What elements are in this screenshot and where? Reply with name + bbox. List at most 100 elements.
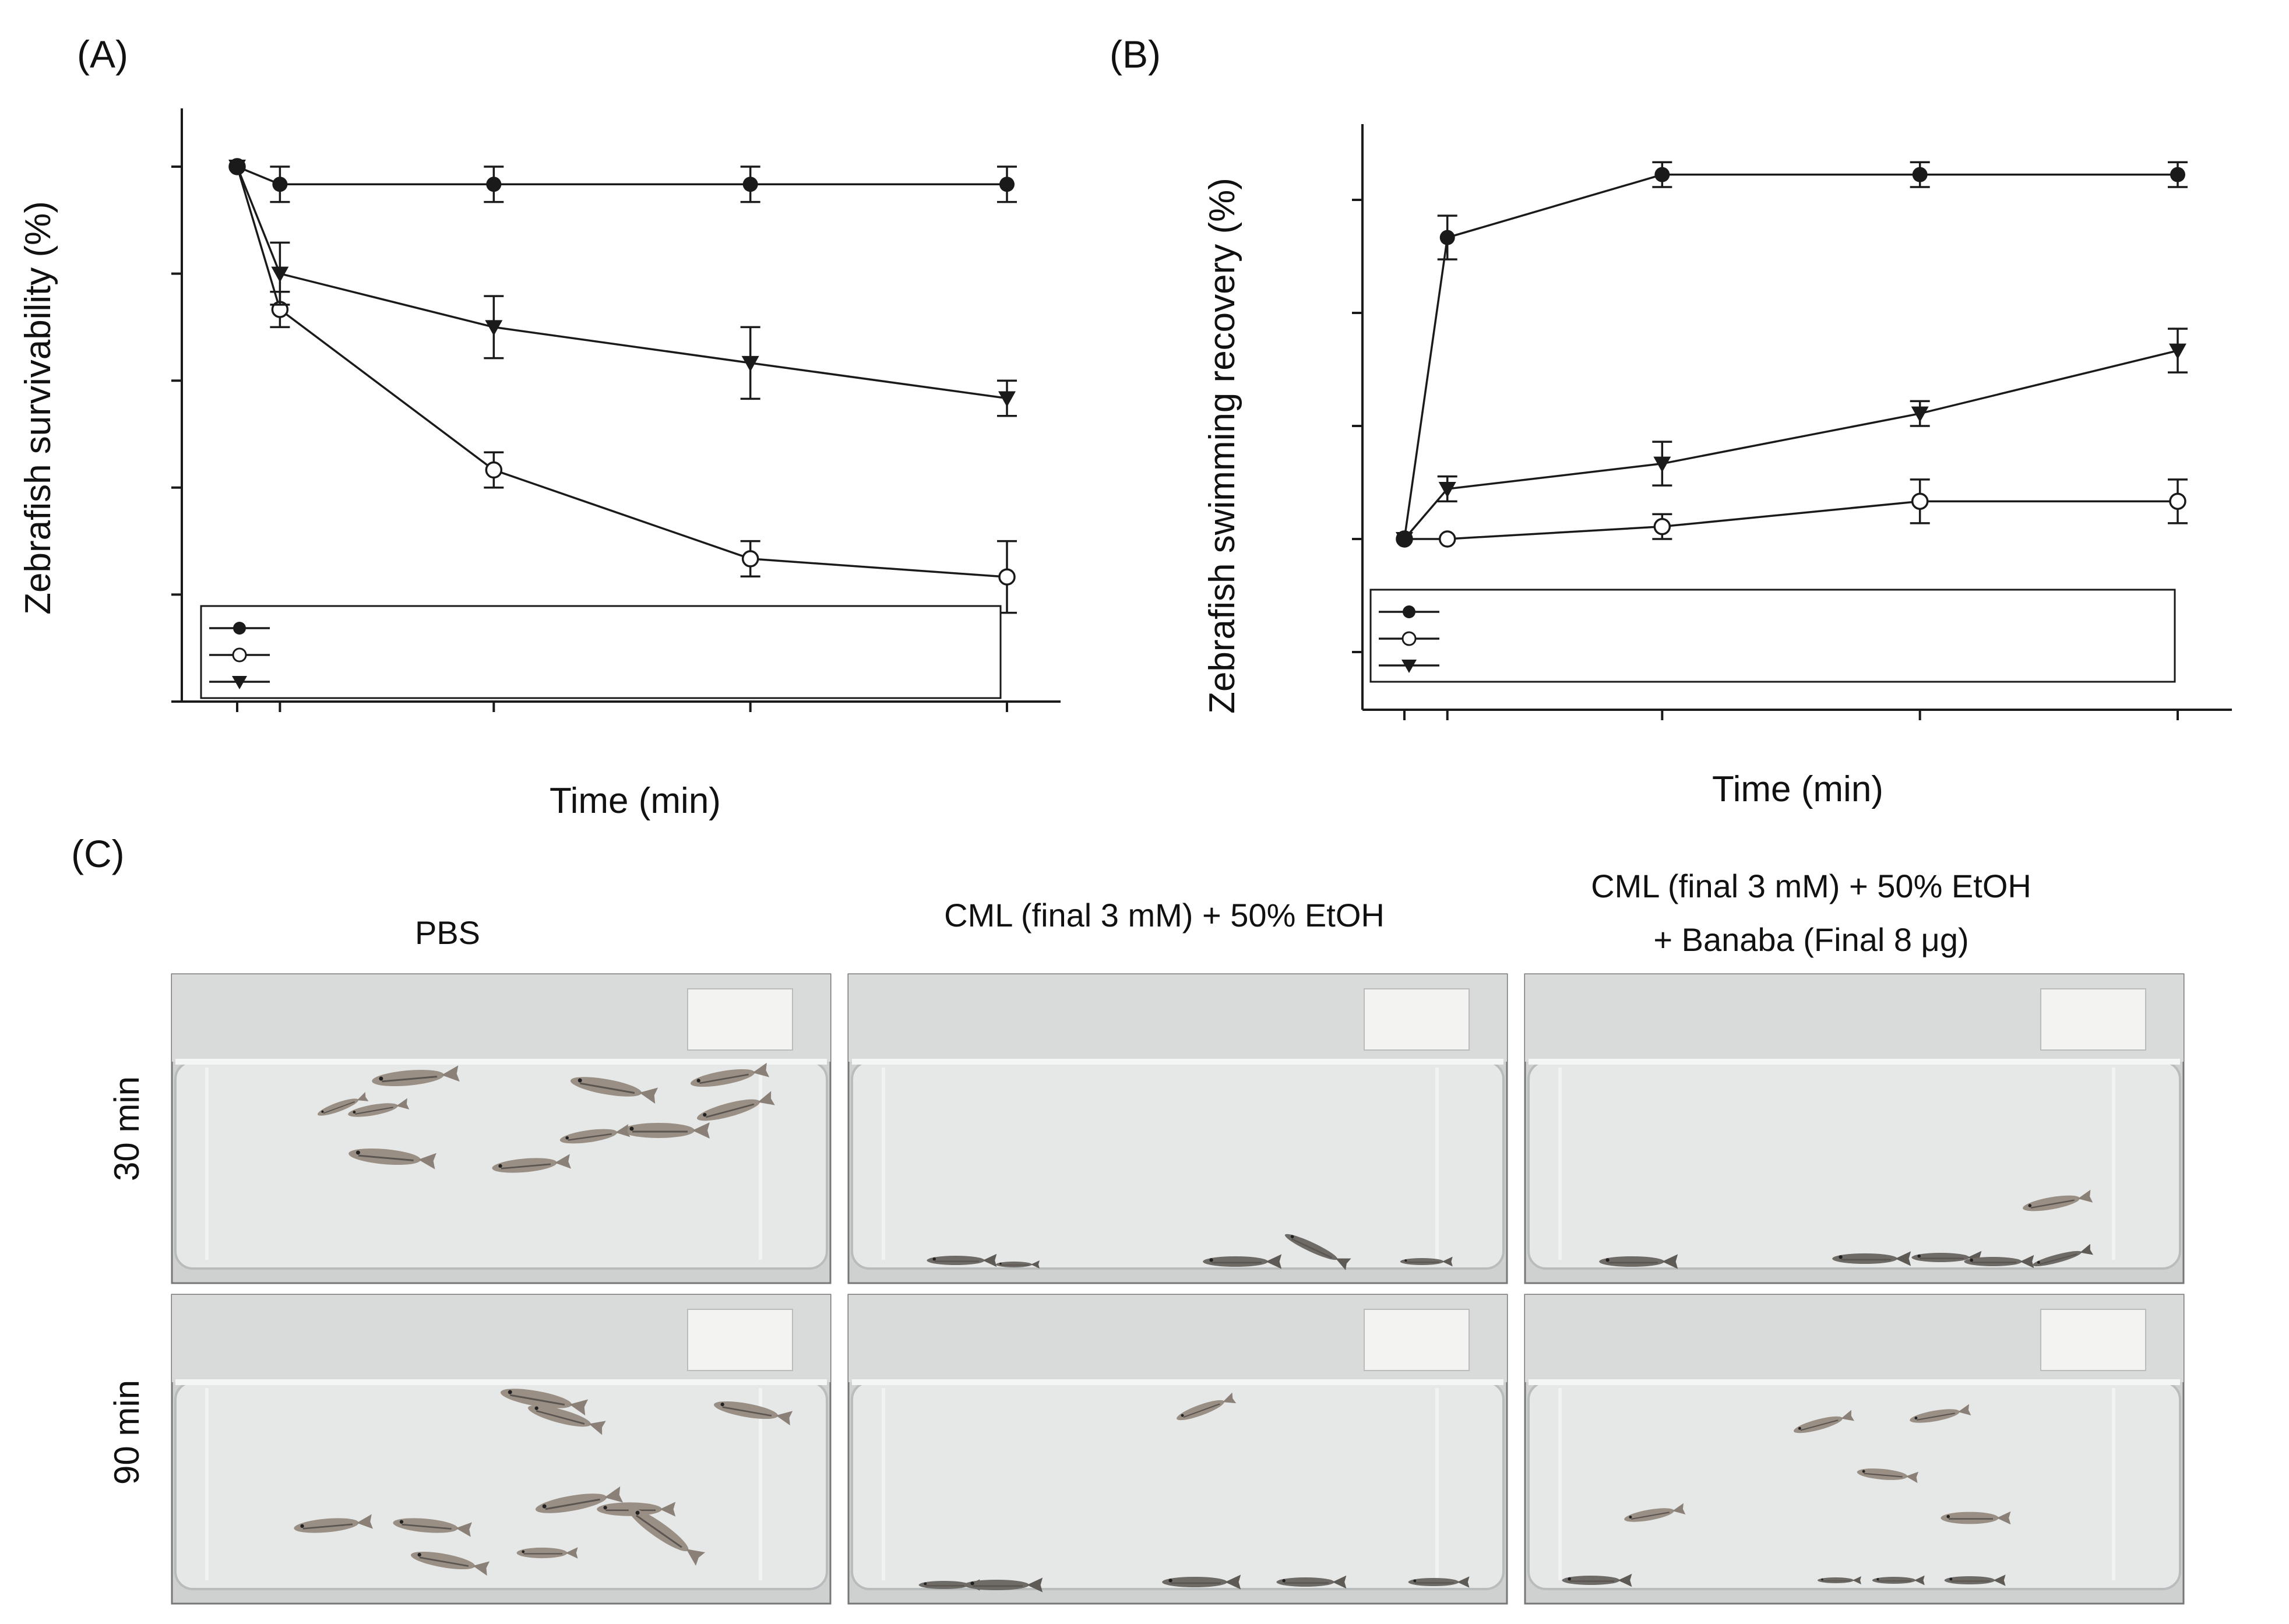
- fish-eye: [300, 1524, 304, 1528]
- fish-eye: [703, 1112, 707, 1117]
- row-label-30-min: 30 min: [107, 1076, 146, 1181]
- tank-label-note: [1364, 1309, 1470, 1371]
- panel-a-point-open-circle: [485, 461, 503, 479]
- fish-tail: [1895, 1251, 1911, 1266]
- panel-a-legend-marker-1: [232, 647, 247, 663]
- fish-body: [1964, 1257, 2022, 1266]
- tank-photo-0-1: [171, 1294, 832, 1605]
- panel-a-point-triangle: [485, 320, 503, 336]
- fish: [628, 1507, 706, 1566]
- panel-a-point-filled-circle: [486, 177, 502, 192]
- tank-photo-2-1: [1524, 1294, 2185, 1605]
- fish-tail: [396, 1098, 410, 1109]
- fish-body: [1818, 1577, 1854, 1583]
- fish-tail: [473, 1561, 490, 1576]
- fish-eye: [522, 1550, 525, 1553]
- panel-a-legend-marker-0: [233, 622, 246, 635]
- panel-b-ylabel: Zebrafish swimming recovery (%): [1202, 178, 1242, 714]
- fish-stripe: [510, 1394, 565, 1406]
- fish-stripe: [580, 1082, 635, 1094]
- panel-b-point-open-circle: [1911, 492, 1929, 510]
- panel-b: (B) Time (min) Zebrafish swimming recove…: [1110, 33, 2232, 809]
- fish-tail: [1853, 1576, 1861, 1584]
- panel-b-point-filled-circle: [1912, 167, 1928, 182]
- fish-body: [1162, 1577, 1227, 1587]
- panel-a-point-filled-circle: [272, 177, 288, 192]
- fish-eye: [1876, 1578, 1879, 1581]
- fish-stripe: [358, 1154, 414, 1161]
- fish-eye: [1282, 1579, 1286, 1583]
- fish: [1203, 1254, 1282, 1269]
- fish-eye: [2037, 1260, 2040, 1264]
- panel-b-point-triangle: [1653, 456, 1671, 473]
- fish-stripe: [323, 1101, 355, 1114]
- fish-tail: [604, 1486, 624, 1503]
- fish-eye: [508, 1390, 512, 1394]
- fish-eye: [577, 1078, 582, 1083]
- fish-eye: [999, 1262, 1002, 1265]
- fish: [1818, 1576, 1861, 1584]
- fish: [348, 1098, 410, 1117]
- fish-body: [1203, 1256, 1268, 1267]
- tank-label-note: [1364, 988, 1470, 1051]
- fish-tail: [589, 1421, 606, 1435]
- fish: [411, 1551, 490, 1576]
- fish-stripe: [636, 1514, 682, 1548]
- fish-eye: [720, 1403, 724, 1407]
- fish-body: [372, 1069, 444, 1087]
- fish-eye: [1413, 1579, 1417, 1583]
- fish-eye: [353, 1111, 356, 1114]
- fish-body: [1941, 1512, 1999, 1524]
- fish: [559, 1124, 631, 1144]
- fish-eye: [1798, 1426, 1801, 1430]
- fish-stripe: [1917, 1412, 1955, 1421]
- fish-body: [1832, 1253, 1897, 1264]
- panel-c-label: (C): [71, 832, 125, 875]
- fish-tail: [2080, 1243, 2094, 1255]
- panel-a-legend-marker-2: [232, 676, 247, 689]
- fish-stripe: [1291, 1238, 1333, 1259]
- fish: [1599, 1254, 1678, 1269]
- fish-stripe: [722, 1406, 772, 1417]
- tank-photo-1-1: [847, 1294, 1508, 1605]
- fish-body: [1276, 1577, 1334, 1587]
- panel-a-point-filled-circle: [230, 159, 245, 174]
- fish-tail: [686, 1549, 706, 1566]
- fish: [1941, 1511, 2011, 1525]
- panel-a-label: (A): [77, 33, 128, 76]
- panel-b-legend: [1369, 589, 2176, 683]
- fish-eye: [399, 1520, 404, 1524]
- fish-eye: [565, 1136, 569, 1140]
- fish: [1177, 1392, 1237, 1421]
- fish-eye: [355, 1150, 360, 1155]
- fish: [1408, 1576, 1470, 1588]
- fish-tail: [1336, 1258, 1351, 1270]
- panel-b-legend-marker-0: [1403, 605, 1415, 618]
- fish-stripe: [302, 1523, 353, 1530]
- fish-eye: [1629, 1516, 1632, 1519]
- fish-eye: [1821, 1578, 1823, 1581]
- fish-eye: [1917, 1254, 1921, 1258]
- fish: [2033, 1243, 2094, 1267]
- panel-a-point-open-circle: [998, 568, 1016, 586]
- panel-a-point-triangle: [998, 391, 1016, 407]
- fish-body: [348, 1148, 421, 1165]
- tank-label-note: [2040, 1309, 2146, 1371]
- fish-stripe: [402, 1523, 452, 1530]
- fish-tail: [1914, 1575, 1925, 1586]
- fish-stripe: [2030, 1199, 2075, 1209]
- fish-eye: [1914, 1417, 1918, 1419]
- panel-b-point-filled-circle: [1397, 531, 1412, 547]
- fish: [1400, 1256, 1453, 1267]
- panel-a-point-open-circle: [741, 550, 759, 568]
- fish-body: [1400, 1258, 1444, 1265]
- panel-c: (C) PBS CML (final 3 mM) + 50% EtOH CML …: [71, 832, 2185, 1605]
- fish-tail: [1672, 1503, 1686, 1514]
- panel-a-series-line-1: [236, 166, 1008, 578]
- panel-b-label: (B): [1110, 33, 1161, 76]
- fish-eye: [321, 1110, 324, 1113]
- fish-eye: [1181, 1414, 1184, 1417]
- column-title-pbs: PBS: [415, 914, 480, 951]
- panel-b-point-triangle: [2169, 343, 2186, 360]
